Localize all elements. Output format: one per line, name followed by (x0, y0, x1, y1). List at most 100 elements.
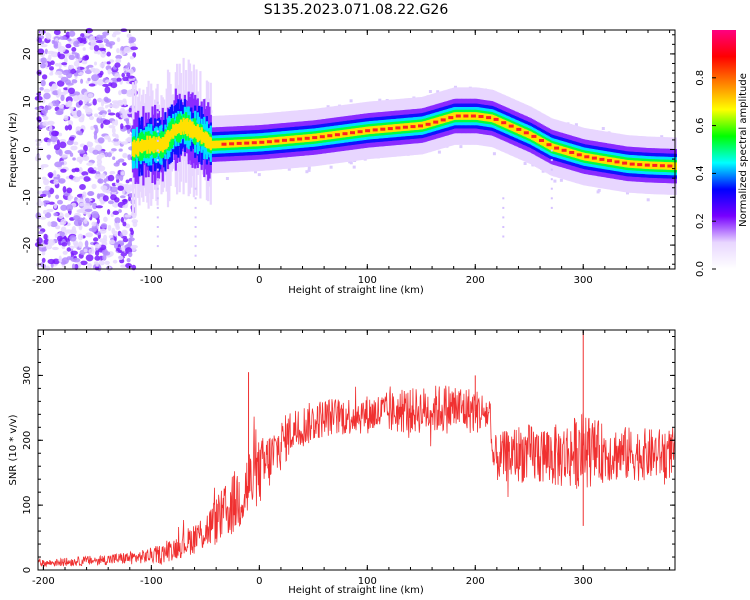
spectrogram-noise-cell (110, 186, 118, 193)
spectrogram-faint-cell (348, 160, 352, 164)
snr-x-tick-label: 200 (466, 576, 485, 587)
spectrogram-noise-cell (121, 141, 129, 145)
spectrogram-noise-cell (116, 178, 120, 183)
spectrogram-noise-cell (109, 170, 116, 175)
spectrogram-noise-cell (68, 54, 76, 60)
spectrogram-ridge-cell (559, 145, 562, 154)
spectrogram-noise-cell (93, 237, 99, 242)
spectrogram-noise-cell (71, 226, 77, 233)
spectrogram-ridge-cell (205, 132, 208, 149)
spectrogram-ridge-cell (497, 117, 500, 125)
spectrogram-ridge-cell (176, 124, 179, 135)
spectrogram-noise-cell (117, 185, 124, 191)
spectrogram-noise-cell (72, 91, 81, 96)
spectrogram-faint-cell (550, 206, 553, 209)
spectrogram-noise-cell (107, 174, 115, 182)
spectrogram-ridge-cell (227, 140, 230, 148)
spectrogram-noise-cell (48, 201, 55, 205)
spectrogram-noise-cell (95, 266, 100, 271)
spectrogram-noise-cell (125, 179, 130, 184)
spectrogram-noise-cell (75, 126, 82, 132)
spectrogram-ridge-cell (144, 140, 148, 151)
spectrogram-ridge-cell (582, 152, 585, 161)
colorbar-tick-label: 0.8 (695, 70, 706, 86)
spectrogram-peak-cell (418, 124, 423, 128)
snr-x-tick-label: -200 (32, 576, 55, 587)
spectrogram-noise-cell (60, 218, 67, 225)
spectrogram-noise-cell (126, 72, 131, 77)
spectrogram-peak-cell (637, 163, 643, 167)
spectrogram-noise-cell (115, 54, 123, 60)
spectrogram-noise-cell (102, 195, 109, 202)
spectrogram-ridge-cell (295, 135, 298, 143)
spectrogram-noise-cell (71, 263, 76, 270)
spectrogram-noise-cell (43, 200, 50, 204)
spectrogram-ridge-cell (301, 134, 304, 143)
spectrogram-ridge-cell (323, 132, 326, 140)
spectrogram-ridge-cell (384, 125, 387, 133)
spectrogram-faint-cell (459, 145, 463, 149)
spectrogram-noise-cell (90, 125, 94, 131)
spectrogram-ridge-cell (656, 161, 659, 170)
spectrogram-ridge-cell (429, 119, 433, 127)
spectrogram-ridge-cell (348, 129, 351, 137)
spectrogram-noise-cell (83, 98, 87, 105)
spectrogram-noise-cell (124, 65, 129, 69)
spectrogram-faint-cell (156, 226, 159, 228)
spectrogram-noise-cell (84, 240, 89, 248)
spectrogram-noise-cell (117, 255, 124, 260)
spectrogram-ridge-cell (512, 124, 515, 132)
spectrogram-noise-cell (89, 115, 94, 121)
spectrogram-ridge-cell (309, 134, 312, 142)
spectrogram-noise-cell (50, 86, 54, 92)
spectrogram-noise-cell (116, 37, 121, 43)
spectrogram-ridge-cell (213, 140, 216, 149)
spectrogram-noise-cell (57, 88, 62, 96)
colorbar-ticks: 0.0 0.2 0.4 0.6 0.8 (695, 70, 716, 277)
spectrogram-noise-cell (38, 231, 44, 235)
spectrogram-noise-cell (53, 170, 57, 176)
spectrogram-faint-cell (502, 226, 505, 228)
spectrogram-noise-cell (104, 98, 112, 103)
spectrogram-peak-cell (561, 148, 567, 152)
spectrogram-ridge-cell (154, 139, 157, 150)
spectrogram-ridge-cell (476, 112, 479, 120)
spectrogram-peak-cell (402, 125, 408, 129)
spectrogram-noise-cell (100, 50, 106, 58)
spectrogram-peak-cell (591, 156, 597, 160)
spectrogram-noise-cell (65, 204, 73, 212)
spectrogram-noise-cell (111, 33, 117, 38)
spectrogram-noise-cell (102, 113, 106, 118)
spectrogram-ridge-cell (217, 140, 220, 149)
spectrogram-noise-cell (108, 82, 113, 87)
spectrogram-faint-cell (550, 197, 553, 200)
spectrogram-noise-cell (122, 221, 127, 227)
spectrogram-peak-cell (297, 137, 303, 141)
spectrogram-faint-cell (559, 178, 563, 182)
spectrogram-noise-cell (49, 66, 54, 71)
spectrogram-ridge-cell (212, 140, 215, 149)
spectrogram-ridge-cell (317, 133, 320, 141)
spectrogram-ridge-cell (363, 127, 366, 135)
spectrogram-noise-cell (87, 141, 94, 147)
colorbar-tick-label: 0.2 (695, 213, 706, 229)
spectrogram-noise-cell (36, 237, 43, 244)
spectrogram-faint-cell (329, 165, 333, 169)
spectrogram-noise-cell (114, 73, 121, 79)
spectrogram-faint-cell (352, 165, 356, 169)
spectrogram-peak-cell (350, 131, 355, 135)
spectrogram-peak-cell (554, 146, 560, 150)
snr-x-ticks: -200 -100 0 100 200 300 (32, 330, 671, 587)
spectrogram-noise-cell (107, 112, 116, 116)
spectrogram-ridge-cell (293, 135, 297, 143)
spectrogram-noise-cell (61, 257, 69, 265)
spectrogram-noise-cell (47, 139, 52, 143)
spectrogram-ridge-cell (177, 124, 180, 133)
spectrogram-peak-cell (387, 127, 393, 131)
spectrogram-ridge-cell (551, 143, 554, 152)
spectrogram-noise-cell (70, 145, 78, 151)
spectrogram-ridge-cell (178, 122, 181, 134)
spectrogram-noise-cell (53, 144, 61, 151)
spectrogram-ridge-cell (188, 119, 192, 138)
spectrogram-ridge-cell (604, 156, 607, 164)
